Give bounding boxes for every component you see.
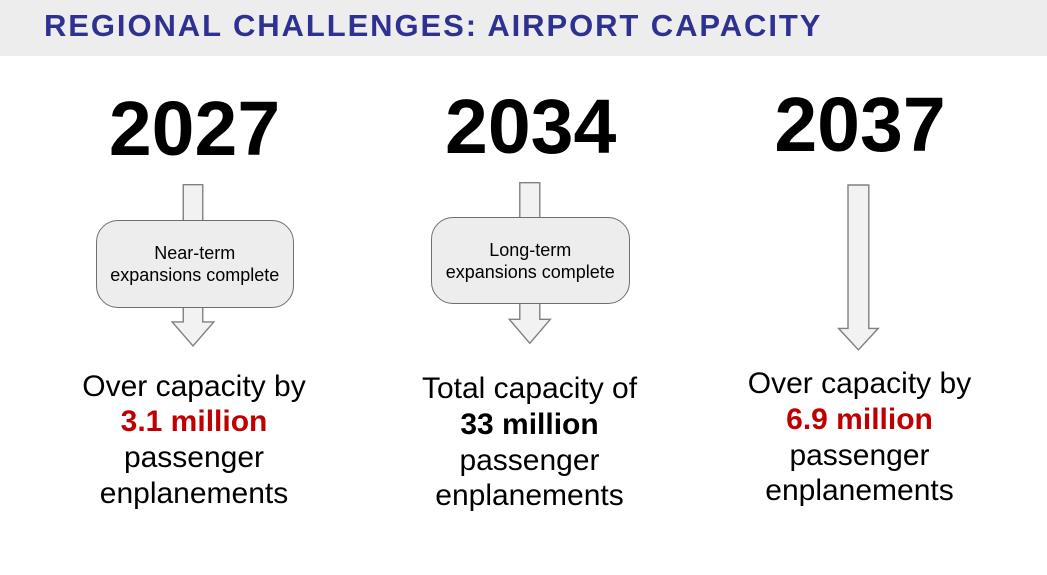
outcome-emphasis: 3.1 million [120,405,268,439]
outcome-2027: Over capacity by 3.1 million passenger e… [24,369,364,512]
outcome-line: passenger [789,438,930,472]
outcome-line: enplanements [99,476,289,510]
year-2037: 2037 [774,81,946,168]
milestone-box-near-term: Near-term expansions complete [96,220,294,308]
outcome-line: Over capacity by [747,367,972,401]
outcome-line: Over capacity by [82,369,306,403]
outcome-line: Total capacity of [421,372,638,406]
outcome-line: passenger [123,440,265,474]
outcome-line: passenger [459,443,600,477]
milestone-text: Long-term expansions complete [445,240,615,282]
outcome-2034: Total capacity of 33 million passenger e… [360,371,700,514]
header-band [0,0,1047,56]
year-2027: 2027 [108,85,281,172]
outcome-line: enplanements [765,474,954,508]
milestone-box-long-term: Long-term expansions complete [431,217,630,304]
outcome-2037: Over capacity by 6.9 million passenger e… [690,366,1030,509]
outcome-line: enplanements [435,479,624,513]
outcome-emphasis: 33 million [460,407,599,441]
outcome-emphasis: 6.9 million [786,402,933,436]
milestone-text: Near-term expansions complete [110,243,280,285]
slide-title: REGIONAL CHALLENGES: AIRPORT CAPACITY [44,7,823,43]
year-2034: 2034 [445,83,617,170]
down-arrow-3 [836,184,880,351]
